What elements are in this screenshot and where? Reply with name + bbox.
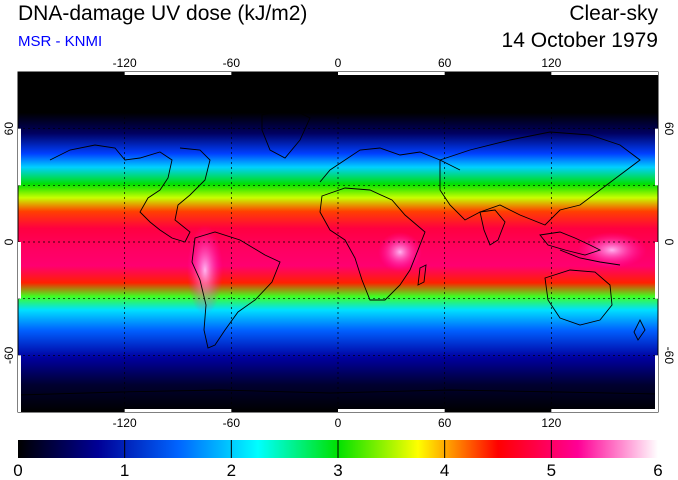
frame-tick	[551, 409, 658, 412]
pacific-maximum	[577, 232, 647, 268]
africa-maximum	[378, 232, 422, 272]
frame-tick	[18, 355, 21, 412]
colorbar-label: 1	[120, 461, 129, 480]
longitude-label: -60	[223, 416, 241, 430]
frame-tick	[338, 409, 445, 412]
frame-tick	[124, 409, 232, 412]
frame-tick	[655, 242, 658, 299]
frame-tick	[655, 128, 658, 186]
frame-tick	[655, 355, 658, 412]
map-field	[18, 72, 658, 412]
longitude-label: 60	[438, 416, 452, 430]
colorbar-label: 6	[653, 461, 662, 480]
colorbar-label: 5	[547, 461, 556, 480]
frame-tick	[551, 72, 658, 75]
longitude-label: 120	[541, 416, 561, 430]
graticule	[18, 72, 658, 412]
latitude-label: 0	[2, 238, 16, 245]
andes-maximum	[187, 225, 223, 315]
longitude-label: -120	[113, 416, 137, 430]
colorbar-ticks: 0 1 2 3 4 5 6	[13, 440, 663, 480]
colorbar-label: 0	[13, 461, 22, 480]
latitude-label: 0	[662, 239, 676, 246]
map-source: MSR - KNMI	[18, 33, 103, 50]
frame-tick	[18, 242, 21, 299]
frame-ticks	[18, 72, 658, 412]
longitude-label: 120	[541, 56, 561, 70]
colorbar-label: 2	[227, 461, 236, 480]
coastlines	[18, 107, 658, 396]
longitude-label: -120	[113, 56, 137, 70]
frame-tick	[124, 72, 232, 75]
colorbar-label: 4	[440, 461, 449, 480]
colorbar-label: 3	[333, 461, 342, 480]
sky-condition: Clear-sky	[569, 2, 658, 25]
latitude-label: 60	[2, 122, 16, 136]
frame-tick	[338, 72, 445, 75]
latitude-label: -60	[662, 347, 676, 365]
longitude-label: 60	[438, 56, 452, 70]
axis-labels: -120 -120 -60 -60 0 0 60 60 120 120 -60 -60 0 0 60 60	[2, 56, 676, 430]
latitude-label: -60	[2, 346, 16, 364]
frame-tick	[18, 128, 21, 186]
longitude-label: 0	[335, 416, 342, 430]
longitude-label: 0	[335, 56, 342, 70]
longitude-label: -60	[223, 56, 241, 70]
map-title: DNA-damage UV dose (kJ/m2)	[18, 2, 308, 25]
map-date: 14 October 1979	[501, 29, 658, 52]
latitude-label: 60	[662, 122, 676, 136]
